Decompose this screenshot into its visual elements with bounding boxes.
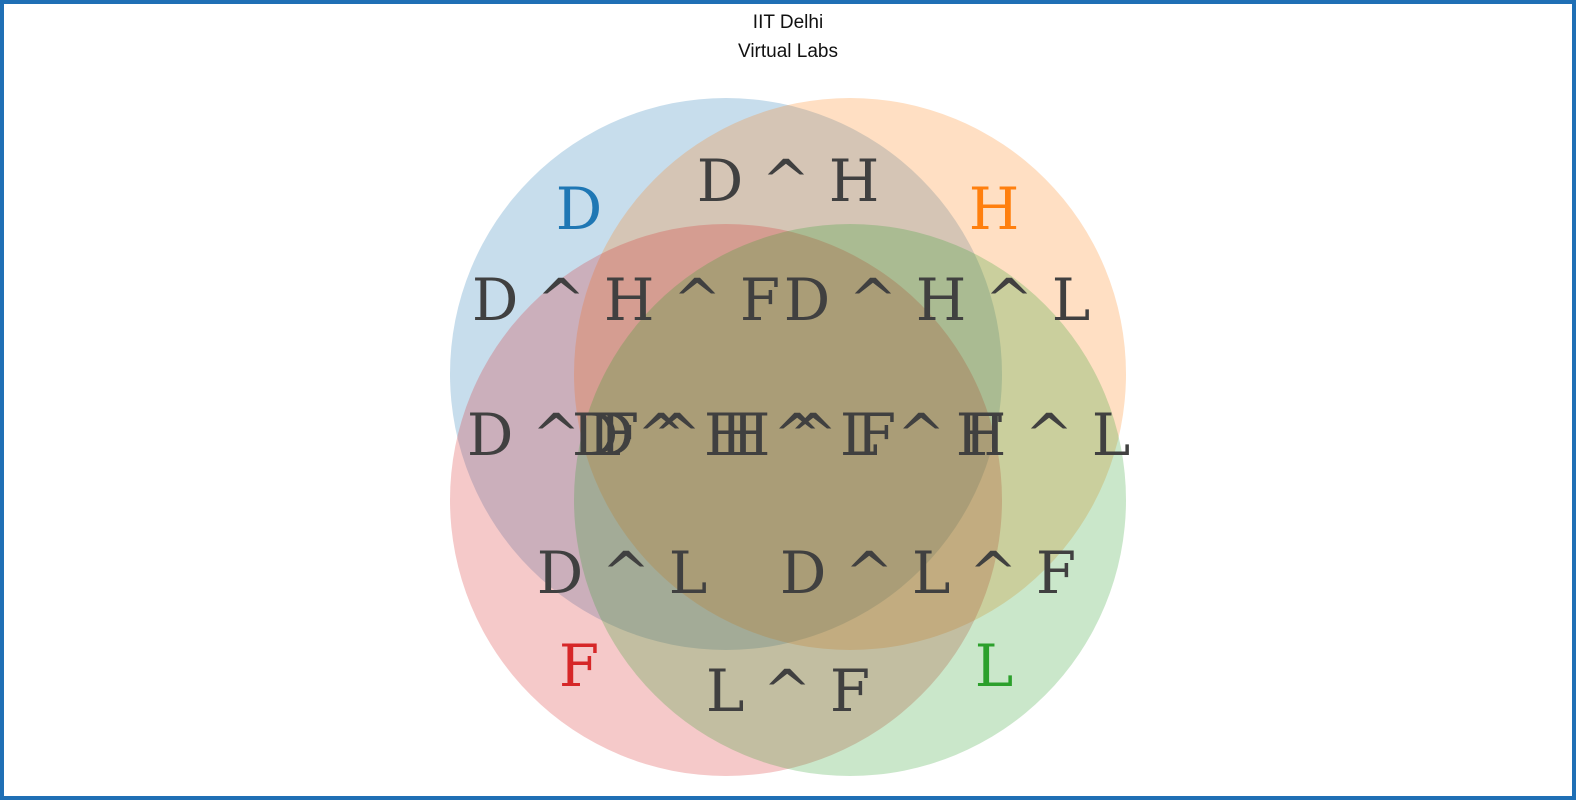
region-label-dhl: D ^ H ^ L	[784, 266, 1091, 334]
region-label-dh: D ^ H	[697, 147, 880, 215]
venn-diagram: D H F L D ^ H D ^ H ^ F D ^ H ^ L D ^ F …	[450, 98, 1131, 776]
region-label-lf: L ^ F	[706, 657, 870, 725]
set-label-h: H	[969, 175, 1020, 243]
region-label-dhlf: D ^ H ^ L ^ F	[572, 401, 1004, 469]
set-ellipse-h	[574, 98, 1126, 650]
set-label-l: L	[975, 632, 1014, 700]
region-label-dlf: D ^ L ^ F	[780, 539, 1076, 607]
region-label-df: D ^ F	[467, 401, 639, 469]
region-label-hl: H ^ L	[956, 401, 1131, 469]
set-label-f: F	[559, 632, 599, 700]
set-ellipse-l	[574, 224, 1126, 776]
set-ellipse-f	[450, 224, 1002, 776]
header-subtitle: Virtual Labs	[738, 41, 838, 62]
header-institution: IIT Delhi	[752, 12, 824, 33]
region-label-dl: D ^ L	[537, 539, 708, 607]
region-label-dhf-inner: D ^ H ^ F	[588, 401, 896, 469]
set-label-d: D	[556, 175, 603, 243]
set-ellipse-d	[450, 98, 1002, 650]
region-label-dhf: D ^ H ^ F	[472, 266, 780, 334]
